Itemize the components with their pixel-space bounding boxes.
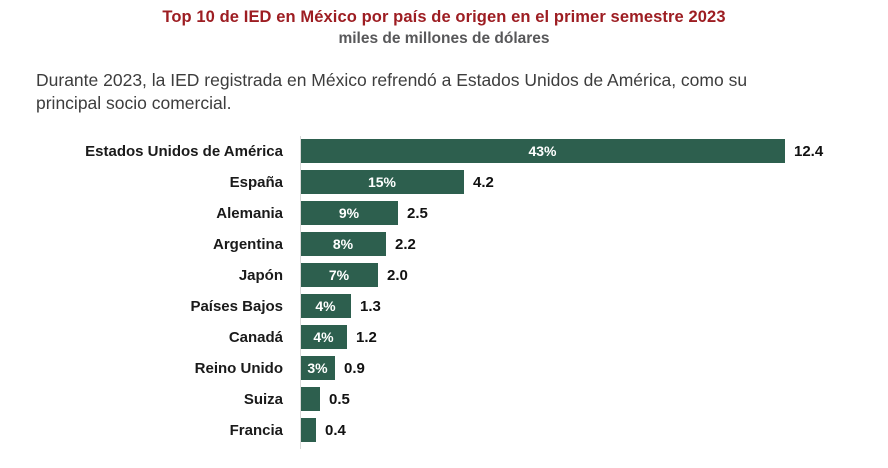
bar-row: Alemania 9% 2.5 [0,201,888,225]
bar: 4% [300,325,347,349]
bar [300,387,320,411]
country-label: Reino Unido [194,359,283,377]
bar-track: 43% 12.4 [300,139,823,163]
bar-track: 9% 2.5 [300,201,428,225]
bar-track: 3% 0.9 [300,356,365,380]
chart-title: Top 10 de IED en México por país de orig… [162,8,726,26]
bar: 9% [300,201,398,225]
bar: 15% [300,170,464,194]
bar-value-label: 4.2 [473,173,494,191]
bar-value-label: 0.4 [325,421,346,439]
bar-row: España 15% 4.2 [0,170,888,194]
bar-value-label: 2.0 [387,266,408,284]
bar: 4% [300,294,351,318]
bar-percent-label: 4% [315,298,336,314]
bar-row: Suiza 0.5 [0,387,888,411]
bar-percent-label: 4% [313,329,334,345]
chart-subtitle: miles de millones de dólares [338,30,550,47]
country-label: Francia [229,421,283,439]
bar-track: 4% 1.3 [300,294,381,318]
country-label: España [229,173,283,191]
bar-track: 15% 4.2 [300,170,494,194]
bar: 3% [300,356,335,380]
bar-percent-label: 7% [328,267,350,283]
y-axis-line [300,136,301,449]
bar-percent-label: 15% [367,174,397,190]
bar: 8% [300,232,386,256]
bar-value-label: 1.3 [360,297,381,315]
bar-row: Francia 0.4 [0,418,888,442]
bar-percent-label: 3% [307,360,328,376]
bar-track: 0.4 [300,418,346,442]
bar-percent-label: 43% [528,143,557,159]
bar-row: Países Bajos 4% 1.3 [0,294,888,318]
bar-track: 8% 2.2 [300,232,416,256]
bar-value-label: 12.4 [794,142,824,160]
bar-row: Estados Unidos de América 43% 12.4 [0,139,888,163]
country-label: Argentina [212,235,283,253]
bar-row: Argentina 8% 2.2 [0,232,888,256]
bar-track: 7% 2.0 [300,263,408,287]
bar-track: 0.5 [300,387,350,411]
bar-value-label: 0.9 [344,359,365,377]
bar-track: 4% 1.2 [300,325,377,349]
intro-paragraph: Durante 2023, la IED registrada en Méxic… [36,70,748,113]
bar-value-label: 0.5 [329,390,350,408]
bar-value-label: 1.2 [356,328,377,346]
country-label: Alemania [216,204,283,222]
bar-value-label: 2.5 [407,204,428,222]
country-label: Estados Unidos de América [85,142,283,160]
country-label: Suiza [243,390,283,408]
bar-rows-container: Estados Unidos de América 43% 12.4 España 15… [0,139,888,442]
bar-percent-label: 9% [338,205,360,221]
bar-percent-label: 8% [332,236,354,252]
bar: 43% [300,139,785,163]
bar: 7% [300,263,378,287]
bar [300,418,316,442]
bar-row: Canadá 4% 1.2 [0,325,888,349]
bar-value-label: 2.2 [395,235,416,253]
country-label: Países Bajos [190,297,283,315]
bar-row: Japón 7% 2.0 [0,263,888,287]
country-label: Canadá [228,328,283,346]
bar-row: Reino Unido 3% 0.9 [0,356,888,380]
bar-chart: Estados Unidos de América 43% 12.4 España 15… [0,136,888,449]
country-label: Japón [238,266,283,284]
